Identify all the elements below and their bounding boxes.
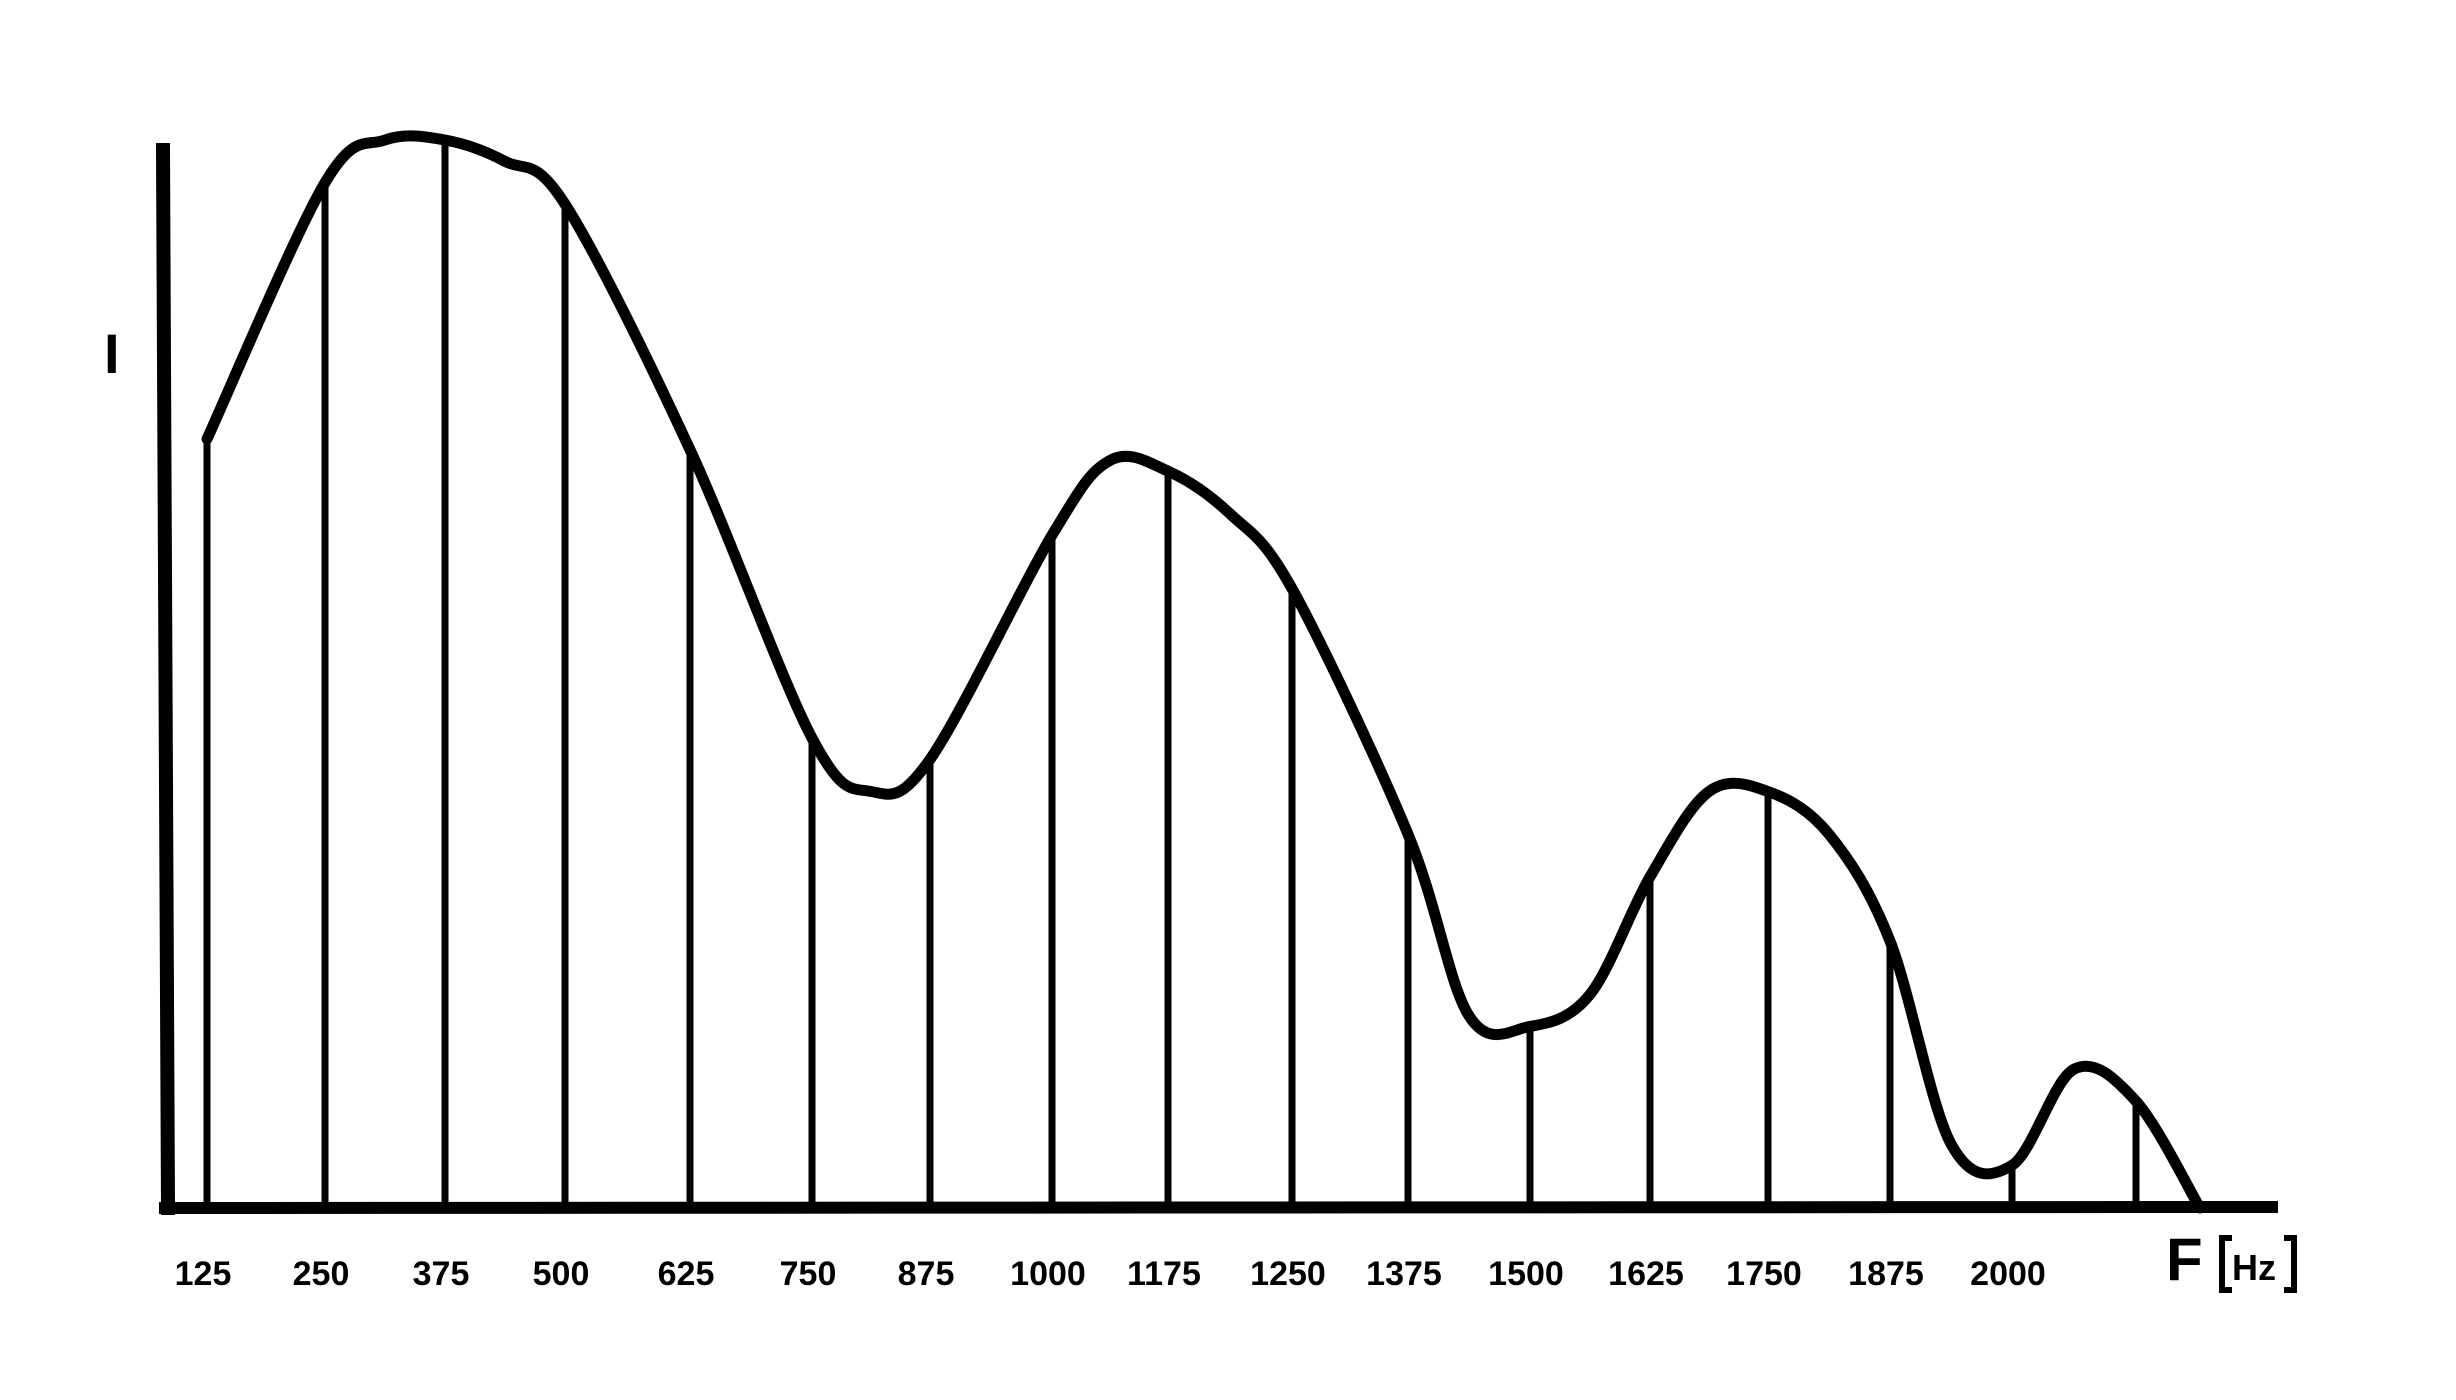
x-tick-labels: 125 250 375 500 625 750 875 1000 1175 1250 1375 150… [175,1255,2046,1293]
x-tick-label: 1625 [1608,1255,1684,1293]
x-tick-label: 500 [533,1255,590,1293]
x-axis-unit: Hz [2232,1247,2276,1288]
x-axis [158,1200,2279,1215]
unit-bracket-right [2284,1235,2297,1293]
x-tick-label: 250 [293,1255,350,1293]
spectral-lines [203,140,2140,1208]
x-axis-label: F [2166,1226,2203,1293]
x-tick-label: 1500 [1488,1255,1564,1293]
x-axis-title: F Hz [2166,1226,2297,1293]
y-axis-label: I [104,322,120,385]
x-tick-label: 875 [898,1255,955,1293]
x-tick-label: 1875 [1848,1255,1924,1293]
x-tick-label: 625 [658,1255,715,1293]
y-axis [155,142,176,1216]
x-tick-label: 1375 [1366,1255,1442,1293]
x-tick-label: 2000 [1970,1255,2046,1293]
x-tick-label: 1750 [1726,1255,1802,1293]
x-tick-label: 1175 [1127,1255,1201,1293]
x-tick-label: 125 [175,1255,232,1293]
x-tick-label: 1250 [1250,1255,1326,1293]
x-tick-label: 375 [413,1255,470,1293]
x-tick-label: 750 [780,1255,837,1293]
envelope-curve [201,130,2206,1214]
unit-bracket-left [2219,1235,2232,1293]
x-tick-label: 1000 [1010,1255,1086,1293]
